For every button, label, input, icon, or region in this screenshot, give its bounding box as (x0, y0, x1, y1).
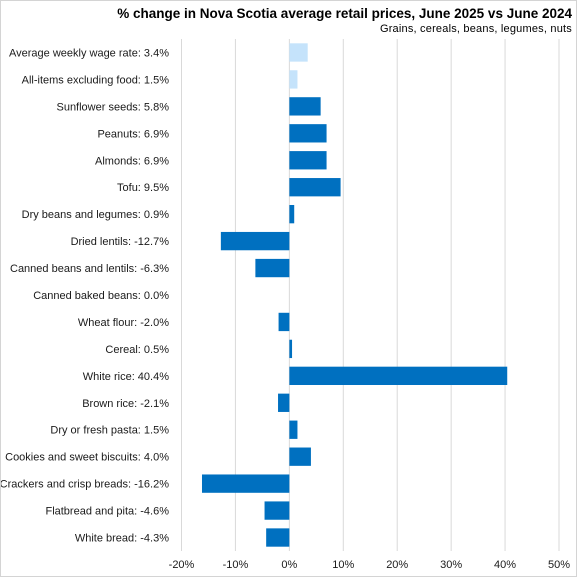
x-tick-label: 20% (386, 559, 408, 571)
bar (289, 70, 298, 89)
category-label: Dry or fresh pasta: 1.5% (50, 425, 169, 437)
bar (278, 393, 290, 412)
bar (289, 420, 298, 439)
bar (289, 124, 327, 143)
x-tick-label: 50% (548, 559, 570, 571)
category-label: Cereal: 0.5% (105, 344, 169, 356)
x-tick-label: 40% (494, 559, 516, 571)
category-label: Canned baked beans: 0.0% (33, 290, 169, 302)
x-tick-label: -20% (169, 559, 195, 571)
category-label: Dry beans and legumes: 0.9% (22, 209, 170, 221)
bar (278, 312, 290, 332)
category-label: Peanuts: 6.9% (97, 128, 169, 140)
bar (220, 231, 290, 251)
category-label: Cookies and sweet biscuits: 4.0% (5, 452, 169, 464)
bar (266, 528, 290, 547)
category-label: Brown rice: -2.1% (82, 398, 169, 410)
x-tick-label: 10% (332, 559, 354, 571)
bar (289, 366, 508, 386)
category-label: Canned beans and lentils: -6.3% (10, 263, 169, 275)
bar (289, 43, 308, 62)
chart-subtitle: Grains, cereals, beans, legumes, nuts (379, 23, 572, 35)
bar (289, 151, 327, 170)
category-label: Wheat flour: -2.0% (78, 317, 169, 329)
category-label: Sunflower seeds: 5.8% (56, 101, 169, 113)
x-tick-label: -10% (223, 559, 249, 571)
category-label: All-items excluding food: 1.5% (22, 74, 170, 86)
x-tick-label: 30% (440, 559, 462, 571)
bar (289, 204, 295, 224)
bar (289, 447, 311, 466)
bar (255, 258, 290, 278)
category-label: White bread: -4.3% (75, 533, 169, 545)
x-tick-label: 0% (281, 559, 297, 571)
category-label: White rice: 40.4% (83, 371, 169, 383)
category-label: Almonds: 6.9% (95, 155, 169, 167)
category-label: Crackers and crisp breads: -16.2% (1, 479, 169, 491)
category-label: Flatbread and pita: -4.6% (45, 506, 169, 518)
bar (289, 97, 321, 116)
bar (289, 339, 293, 359)
bar (289, 178, 341, 197)
category-label: Average weekly wage rate: 3.4% (9, 47, 169, 59)
category-label: Dried lentils: -12.7% (71, 236, 170, 248)
category-label: Tofu: 9.5% (117, 182, 169, 194)
chart-title: % change in Nova Scotia average retail p… (117, 6, 572, 21)
bar (201, 474, 290, 493)
bar (264, 501, 290, 520)
